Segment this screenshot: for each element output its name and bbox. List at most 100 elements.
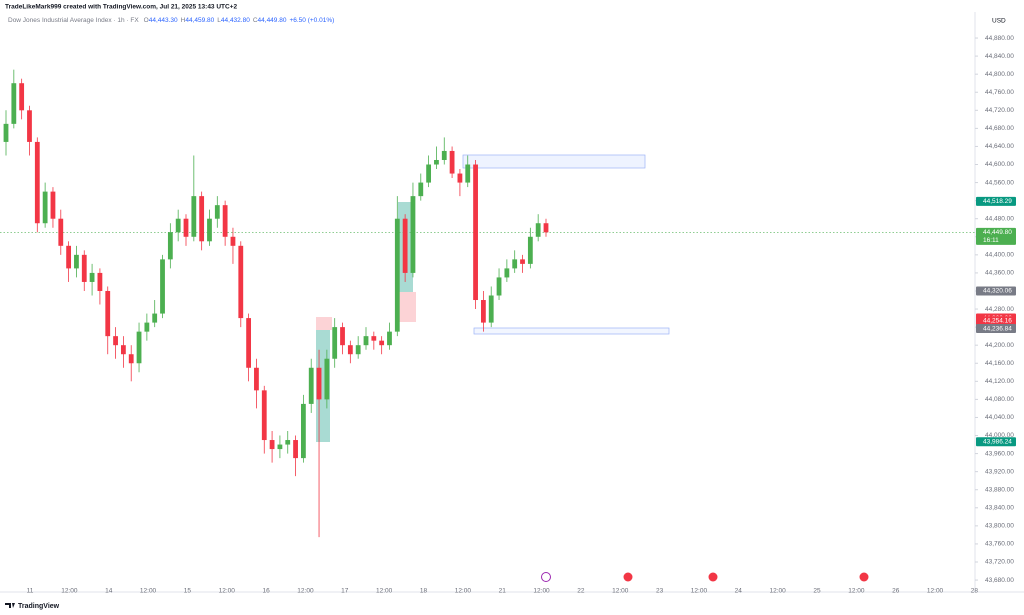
price-label: 43,986.24 (983, 438, 1012, 445)
y-tick-label: 43,840.00 (985, 505, 1014, 512)
candle-body (175, 218, 181, 233)
candle-body (488, 295, 494, 323)
candle-body (277, 444, 283, 450)
event-icon[interactable] (541, 572, 551, 582)
price-label-bg (976, 324, 1016, 334)
price-label: 44,518.29 (983, 198, 1012, 205)
candle-body (152, 313, 158, 323)
candle-body (97, 272, 103, 291)
x-tick-label: 18 (420, 588, 428, 595)
candle-body (199, 196, 205, 242)
x-tick-label: 12:00 (376, 588, 393, 595)
x-tick-label: 12:00 (848, 588, 865, 595)
candle-body (402, 218, 408, 273)
x-tick-label: 15 (184, 588, 192, 595)
ohlc-value: 44,459.80 (185, 17, 214, 24)
candle-body (363, 336, 369, 346)
x-tick-label: 16 (262, 588, 270, 595)
candle-body (340, 327, 345, 346)
ohlc-key: O (144, 17, 149, 24)
candle-body (332, 327, 338, 359)
x-tick-label: 25 (813, 588, 821, 595)
candle-body (449, 150, 455, 174)
candle-body (19, 83, 25, 111)
x-tick-label: 12:00 (770, 588, 787, 595)
x-tick-label: 17 (341, 588, 349, 595)
candle-body (81, 254, 87, 282)
event-icon[interactable] (708, 572, 718, 582)
candle-body (457, 173, 463, 183)
y-tick-label: 43,800.00 (985, 523, 1014, 530)
y-tick-label: 44,800.00 (985, 71, 1014, 78)
y-tick-label: 44,760.00 (985, 89, 1014, 96)
candle-body (371, 336, 377, 341)
position-loss (316, 317, 332, 330)
x-tick-label: 12:00 (455, 588, 472, 595)
y-tick-label: 43,680.00 (985, 577, 1014, 584)
zone (462, 154, 646, 169)
price-label: 44,449.80 (983, 229, 1012, 236)
ohlc-value: 44,432.80 (221, 17, 250, 24)
zone (473, 327, 670, 335)
y-tick-label: 43,960.00 (985, 450, 1014, 457)
candle-body (324, 358, 330, 400)
candle-body (480, 300, 486, 323)
y-tick-label: 44,680.00 (985, 125, 1014, 132)
candle-body (89, 272, 95, 282)
y-tick-label: 43,760.00 (985, 541, 1014, 548)
candle-body (214, 205, 220, 219)
candle-body (512, 259, 518, 269)
y-tick-label: 44,080.00 (985, 396, 1014, 403)
price-label-bg (976, 286, 1016, 296)
candle-body (434, 159, 439, 165)
x-tick-label: 12:00 (533, 588, 550, 595)
candle-body (27, 110, 32, 142)
y-tick-label: 44,480.00 (985, 215, 1014, 222)
candle-body (465, 164, 471, 183)
x-tick-label: 14 (105, 588, 113, 595)
candle-body (238, 245, 244, 319)
x-tick-label: 12:00 (297, 588, 314, 595)
candle-body (308, 367, 314, 404)
candle-body (316, 367, 322, 400)
candle-body (418, 182, 424, 197)
candle-body (496, 277, 502, 296)
candle-body (207, 218, 212, 242)
candle-body (144, 322, 150, 332)
x-tick-label: 26 (892, 588, 900, 595)
price-label-bg (976, 227, 1016, 245)
author: TradeLikeMark999 created with TradingVie… (5, 4, 238, 11)
candle-body (504, 268, 510, 278)
x-tick-label: 12:00 (140, 588, 157, 595)
x-tick-label: 23 (656, 588, 664, 595)
y-tick-label: 44,400.00 (985, 252, 1014, 259)
candle-body (473, 164, 478, 301)
x-tick-label: 12:00 (927, 588, 944, 595)
ohlc-key: C (253, 17, 258, 24)
price-label: 44,320.06 (983, 288, 1012, 295)
countdown: 16:11 (983, 237, 999, 244)
candle-body (191, 196, 197, 237)
x-tick-label: 12:00 (61, 588, 78, 595)
price-label-bg (976, 196, 1016, 206)
event-icon[interactable] (623, 572, 633, 582)
candle-body (136, 331, 142, 364)
price-label-bg (976, 316, 1016, 326)
event-icon[interactable] (859, 572, 869, 582)
ohlc-key: H (181, 17, 186, 24)
y-tick-label: 44,560.00 (985, 179, 1014, 186)
events (541, 572, 869, 582)
ohlc-key: L (217, 17, 221, 24)
x-tick-label: 21 (499, 588, 507, 595)
price-label: 44,254.16 (983, 317, 1012, 324)
y-tick-label: 44,280.00 (985, 306, 1014, 313)
candle-body (520, 259, 525, 264)
candle-body (58, 218, 64, 246)
ohlc-change: +6.50 (+0.01%) (289, 17, 334, 24)
logo-icon (5, 603, 15, 608)
y-tick-label: 44,360.00 (985, 270, 1014, 277)
candle-body (261, 390, 267, 441)
candle-body (34, 141, 40, 224)
candle-body (300, 403, 306, 459)
candle-body (230, 236, 236, 246)
